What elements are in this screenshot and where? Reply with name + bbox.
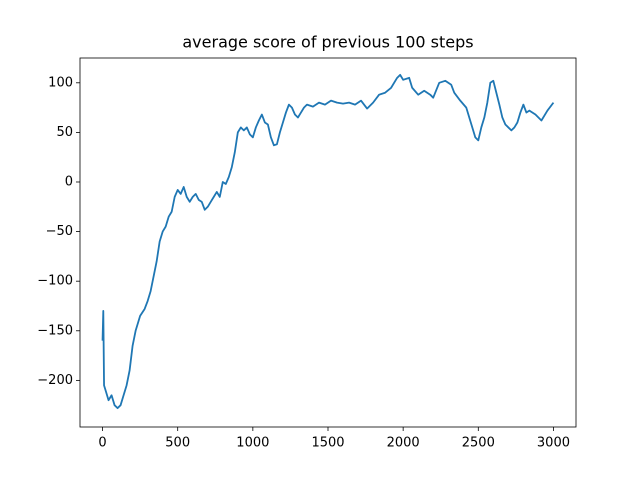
x-tick-label: 2000 <box>387 436 420 451</box>
x-tick-label: 500 <box>165 436 190 451</box>
plot-frame <box>79 57 577 428</box>
y-tick-label: 0 <box>65 174 73 189</box>
x-tick-label: 1500 <box>311 436 344 451</box>
x-tick-label: 3000 <box>537 436 570 451</box>
x-tick-label: 2500 <box>462 436 495 451</box>
y-tick-label: −200 <box>37 373 73 388</box>
y-tick-label: 50 <box>56 125 73 140</box>
chart-title: average score of previous 100 steps <box>182 33 473 52</box>
line-series <box>101 73 555 410</box>
y-tick-label: −50 <box>46 224 73 239</box>
y-tick-label: −150 <box>37 323 73 338</box>
x-tick-label: 1000 <box>236 436 269 451</box>
y-tick-label: −100 <box>37 274 73 289</box>
y-tick-label: 100 <box>48 75 73 90</box>
x-tick-label: 0 <box>98 436 106 451</box>
